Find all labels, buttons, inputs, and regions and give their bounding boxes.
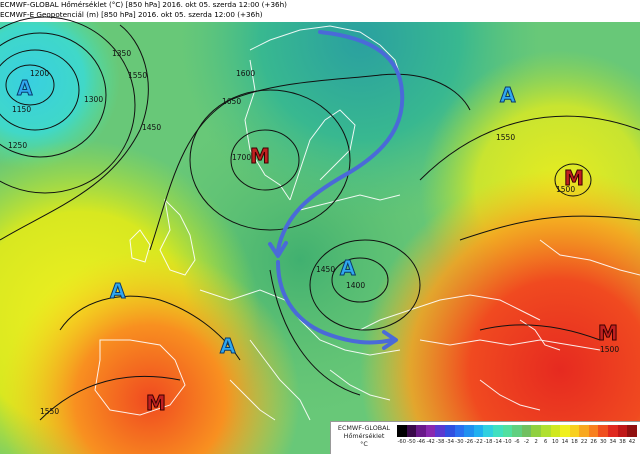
contour-label: 1550 — [40, 407, 59, 416]
legend-tick-label: 2 — [534, 439, 538, 445]
legend-swatch — [579, 425, 589, 437]
contour-label: 1550 — [128, 71, 147, 80]
legend-swatch — [425, 425, 436, 437]
high-center: A — [220, 334, 236, 358]
low-center: M — [598, 321, 618, 345]
annotation-arrow — [276, 260, 394, 345]
legend-swatch — [588, 425, 599, 437]
legend-tick-label: 34 — [609, 439, 617, 445]
legend-swatch — [569, 425, 580, 437]
legend-title: ECMWF-GLOBAL Hőmérséklet °C — [335, 424, 393, 448]
low-center: M — [564, 166, 584, 190]
legend-title-unit: °C — [360, 440, 368, 448]
high-center: A — [110, 279, 126, 303]
legend-tick-label: -26 — [464, 439, 474, 445]
temperature-legend: ECMWF-GLOBAL Hőmérséklet °C -60 -50 -46 -42… — [330, 421, 640, 454]
contour-label: 1300 — [84, 95, 103, 104]
legend-tick-label: -22 — [474, 439, 483, 445]
legend-tick-label: 22 — [580, 439, 588, 445]
low-center: M — [146, 391, 166, 415]
isohypses — [0, 16, 640, 421]
pressure-center-layer: A M A M A A A M M — [17, 76, 619, 416]
legend-swatch — [397, 425, 407, 437]
legend-tick-label: 26 — [590, 439, 597, 445]
legend-swatch — [540, 425, 551, 437]
legend-tick-label: -30 — [455, 439, 464, 445]
legend-swatch — [608, 425, 618, 437]
contour-label-layer: 1200 1150 1250 1300 1350 1450 1550 1600 … — [8, 49, 619, 416]
legend-swatch — [492, 425, 503, 437]
contour-label: 1700 — [232, 153, 251, 162]
legend-swatch — [617, 425, 628, 437]
legend-tick-label: -46 — [416, 439, 426, 445]
legend-swatch — [521, 425, 532, 437]
map-title-geopotential: ECMWF-E Geopotenciál (m) [850 hPa] 2016.… — [0, 10, 263, 19]
legend-tick-label: -38 — [435, 439, 445, 445]
legend-tick-labels: -60 -50 -46 -42 -38 -34 -30 -26 -22 -18 -14 -10 -6 -2… — [397, 439, 637, 445]
contour-label: 1400 — [346, 281, 365, 290]
legend-tick-label: 10 — [551, 439, 559, 445]
legend-swatch — [560, 425, 570, 437]
contour-label: 1350 — [112, 49, 131, 58]
annotation-arrow — [276, 30, 405, 252]
contour-label: 1650 — [222, 97, 241, 106]
legend-tick-label: -42 — [426, 439, 435, 445]
legend-tick-label: -6 — [514, 439, 520, 445]
legend-tick-label: -50 — [407, 439, 416, 445]
legend-title-model: ECMWF-GLOBAL — [337, 424, 391, 432]
legend-title-variable: Hőmérséklet — [343, 432, 385, 440]
legend-swatch — [502, 425, 513, 437]
legend-color-scale — [397, 425, 637, 437]
legend-swatch — [406, 425, 417, 437]
legend-tick-label: -2 — [523, 439, 530, 445]
legend-swatch — [435, 425, 445, 437]
legend-swatch — [483, 425, 493, 437]
contour-label: 1550 — [496, 133, 515, 142]
contour-label: 1200 — [30, 69, 49, 78]
legend-swatch — [464, 425, 474, 437]
contour-label: 1500 — [600, 345, 619, 354]
legend-tick-label: 14 — [561, 439, 569, 445]
contour-label: 1450 — [142, 123, 161, 132]
legend-tick-label: -10 — [503, 439, 512, 445]
legend-swatch — [416, 425, 426, 437]
legend-tick-label: 30 — [599, 439, 607, 445]
legend-swatch — [550, 425, 561, 437]
contour-label: 1250 — [8, 141, 27, 150]
legend-tick-label: 42 — [628, 439, 636, 445]
legend-swatch — [512, 425, 522, 437]
legend-swatch — [627, 425, 637, 437]
legend-swatch — [444, 425, 455, 437]
contour-label: 1500 — [556, 185, 575, 194]
legend-tick-label: 6 — [544, 439, 548, 445]
contour-label: 1150 — [12, 105, 31, 114]
contour-label: 1450 — [316, 265, 335, 274]
legend-tick-label: 38 — [619, 439, 626, 445]
legend-swatch — [531, 425, 541, 437]
annotation-arrow-head — [268, 241, 288, 258]
high-center: A — [17, 76, 33, 100]
low-center: M — [250, 144, 270, 168]
legend-swatch — [598, 425, 609, 437]
legend-tick-label: -60 — [397, 439, 407, 445]
legend-tick-label: 18 — [571, 439, 578, 445]
map-title-temperature: ECMWF-GLOBAL Hőmérséklet (°C) [850 hPa] … — [0, 0, 287, 9]
legend-tick-label: -18 — [483, 439, 493, 445]
high-center: A — [500, 83, 516, 107]
legend-swatch — [454, 425, 465, 437]
legend-tick-label: -14 — [493, 439, 502, 445]
high-center: A — [340, 256, 356, 280]
contour-label: 1600 — [236, 69, 255, 78]
legend-tick-label: -34 — [445, 439, 454, 445]
annotation-arrow-head — [382, 330, 398, 350]
legend-swatch — [473, 425, 484, 437]
